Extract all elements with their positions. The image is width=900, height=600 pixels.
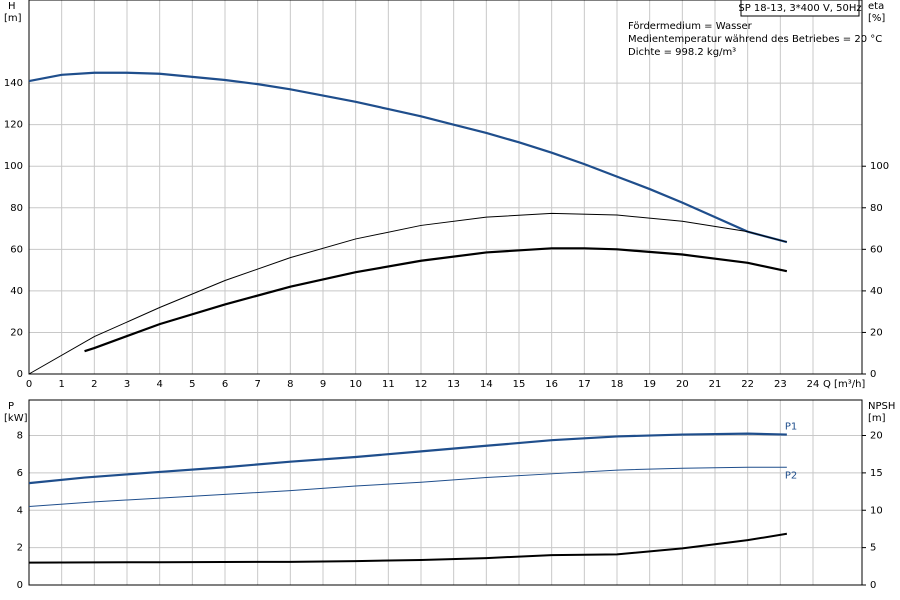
y-axis-unit: [kW] [4, 413, 28, 424]
plot-frame [28, 399, 863, 586]
y2-tick-label: 40 [870, 286, 883, 297]
x-tick-label: 2 [91, 379, 97, 390]
x-axis-label: Q [m³/h] [823, 379, 865, 390]
y-tick-label: 140 [4, 78, 23, 89]
y2-axis-unit: [m] [868, 413, 886, 424]
y-tick-label: 80 [10, 203, 23, 214]
y-tick-label: 100 [4, 161, 23, 172]
curve [28, 212, 787, 375]
plot-frame [28, 0, 863, 375]
y-tick-label: 4 [17, 505, 23, 516]
x-tick-label: 14 [480, 379, 493, 390]
y-axis-label: H [8, 1, 16, 12]
x-tick-label: 6 [222, 379, 228, 390]
x-tick-label: 8 [287, 379, 293, 390]
annotation: Fördermedium = Wasser [628, 21, 753, 32]
x-tick-label: 9 [320, 379, 326, 390]
y2-axis-label: eta [868, 1, 884, 12]
x-tick-label: 18 [611, 379, 624, 390]
x-tick-label: 21 [709, 379, 722, 390]
legend-label: P2 [785, 470, 797, 481]
y2-tick-label: 15 [870, 468, 883, 479]
x-tick-label: 7 [254, 379, 260, 390]
x-tick-label: 12 [415, 379, 428, 390]
x-tick-label: 0 [26, 379, 32, 390]
curve [28, 466, 787, 508]
y2-axis-unit: [%] [868, 13, 885, 24]
x-tick-label: 13 [447, 379, 460, 390]
x-tick-label: 1 [58, 379, 64, 390]
y2-tick-label: 100 [870, 161, 889, 172]
y-tick-label: 60 [10, 244, 23, 255]
y2-tick-label: 5 [870, 543, 876, 554]
y2-tick-label: 20 [870, 431, 883, 442]
y-tick-label: 120 [4, 120, 23, 131]
y2-tick-label: 0 [870, 369, 876, 380]
x-tick-label: 17 [578, 379, 591, 390]
y2-tick-label: 20 [870, 327, 883, 338]
y-tick-label: 2 [17, 543, 23, 554]
y-axis-label: P [8, 401, 14, 412]
x-tick-label: 4 [156, 379, 162, 390]
annotation: Dichte = 998.2 kg/m³ [628, 47, 736, 58]
curve [28, 432, 787, 485]
y-tick-label: 0 [17, 369, 23, 380]
curve [84, 247, 788, 353]
curve [28, 71, 788, 244]
y-tick-label: 0 [17, 580, 23, 591]
y2-tick-label: 10 [870, 505, 883, 516]
y-axis-unit: [m] [4, 13, 22, 24]
title-box [740, 0, 860, 17]
y2-tick-label: 80 [870, 203, 883, 214]
x-tick-label: 24 [807, 379, 820, 390]
legend-label: P1 [785, 422, 797, 433]
x-tick-label: 20 [676, 379, 689, 390]
x-tick-label: 11 [382, 379, 395, 390]
x-tick-label: 10 [349, 379, 362, 390]
y-tick-label: 6 [17, 468, 23, 479]
x-tick-label: 19 [643, 379, 656, 390]
y2-axis-label: NPSH [868, 401, 895, 412]
x-tick-label: 5 [189, 379, 195, 390]
x-tick-label: 23 [774, 379, 787, 390]
y2-tick-label: 0 [870, 580, 876, 591]
chart-title: SP 18-13, 3*400 V, 50Hz [738, 3, 861, 14]
x-tick-label: 22 [741, 379, 754, 390]
y2-tick-label: 60 [870, 244, 883, 255]
x-tick-label: 3 [124, 379, 130, 390]
annotation: Medientemperatur während des Betriebes =… [628, 34, 882, 45]
y-tick-label: 40 [10, 286, 23, 297]
curve [28, 532, 788, 564]
y-tick-label: 20 [10, 327, 23, 338]
x-tick-label: 16 [545, 379, 558, 390]
x-tick-label: 15 [513, 379, 526, 390]
y-tick-label: 8 [17, 431, 23, 442]
